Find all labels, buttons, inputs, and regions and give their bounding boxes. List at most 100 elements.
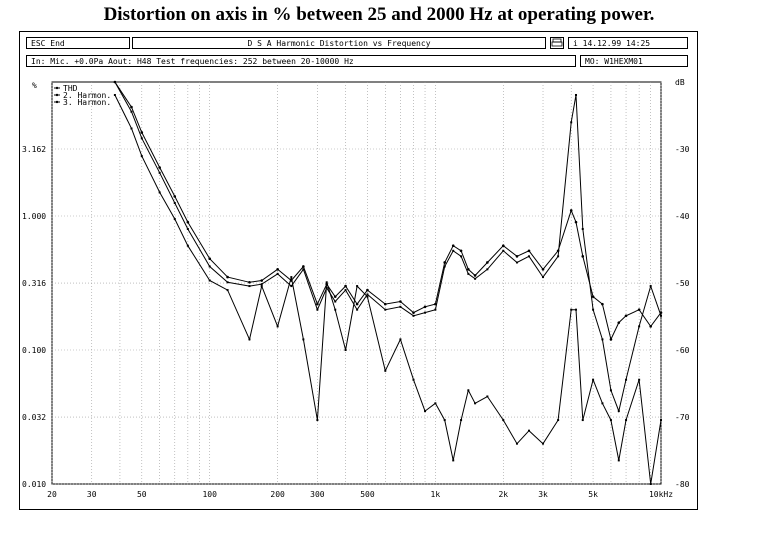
data-point	[474, 277, 477, 280]
data-point	[515, 442, 518, 445]
data-point	[399, 300, 402, 303]
data-point	[592, 378, 595, 381]
data-point	[486, 261, 489, 264]
data-point	[574, 220, 578, 224]
x-tick-label: 100	[202, 490, 217, 499]
series-2	[113, 81, 662, 413]
series-1	[113, 80, 663, 341]
data-point	[474, 402, 477, 405]
data-point	[399, 305, 402, 308]
settings-bar: In: Mic. +0.0Pa Aout: H48 Test frequenci…	[26, 55, 576, 67]
data-point	[302, 268, 305, 271]
data-point	[660, 419, 662, 422]
data-point	[434, 308, 437, 311]
data-point	[527, 255, 530, 258]
data-point	[316, 419, 319, 422]
data-point	[581, 419, 584, 422]
data-point	[424, 410, 427, 413]
data-point	[434, 402, 437, 405]
info-icon[interactable]: i	[573, 39, 578, 48]
esc-end-button[interactable]: ESC End	[26, 37, 130, 49]
data-point	[443, 261, 446, 264]
data-point	[541, 268, 545, 271]
series-line	[114, 94, 662, 485]
data-point	[467, 272, 470, 275]
data-point	[581, 255, 585, 258]
data-point	[460, 255, 463, 258]
legend-marker	[55, 86, 59, 90]
data-point	[574, 308, 577, 311]
data-point	[260, 285, 263, 288]
data-point	[113, 93, 116, 96]
data-point	[501, 244, 505, 248]
y-tick-label: 1.000	[22, 212, 46, 221]
data-point	[574, 93, 577, 96]
data-point	[399, 338, 402, 341]
data-point	[140, 131, 144, 134]
data-point	[649, 325, 652, 328]
data-point	[356, 285, 359, 288]
data-point	[451, 244, 455, 248]
data-point	[423, 305, 427, 309]
x-tick-label: 300	[310, 490, 325, 499]
data-point	[601, 302, 604, 306]
chart-caption: Distortion on axis in % between 25 and 2…	[103, 4, 655, 25]
data-point	[452, 459, 455, 462]
data-point	[226, 289, 229, 292]
data-point	[226, 281, 229, 284]
y2-tick-label: -40	[675, 212, 690, 221]
data-point	[486, 395, 489, 398]
data-point	[158, 171, 161, 174]
data-point	[581, 227, 584, 230]
data-point	[130, 110, 133, 113]
y-tick-label: 3.162	[22, 145, 46, 154]
data-point	[570, 121, 573, 124]
data-point	[173, 217, 176, 220]
data-point	[356, 308, 359, 311]
data-point	[344, 284, 347, 288]
y2-tick-label: -50	[675, 279, 690, 288]
y-tick-label: 0.010	[22, 480, 46, 489]
model-field: MO: W1HEXM01	[580, 55, 688, 67]
data-point	[443, 265, 446, 268]
series-3	[113, 93, 662, 485]
legend-marker	[55, 93, 59, 97]
datetime-field: i 14.12.99 14:25	[568, 37, 688, 49]
x-tick-label: 5k	[588, 490, 598, 499]
data-point	[290, 276, 293, 279]
data-point	[452, 249, 455, 252]
data-point	[130, 127, 133, 130]
data-point	[601, 338, 604, 341]
data-point	[617, 321, 621, 324]
data-point	[186, 220, 190, 224]
data-point	[208, 257, 212, 261]
y-tick-label: 0.316	[22, 279, 46, 288]
data-point	[173, 202, 176, 205]
data-point	[617, 459, 620, 462]
data-point	[412, 311, 415, 314]
y2-tick-label: -80	[675, 480, 690, 489]
data-point	[638, 325, 641, 328]
y2-tick-label: -60	[675, 346, 690, 355]
data-point	[140, 137, 143, 140]
legend-entry: 2. Harmon.	[63, 91, 111, 100]
data-point	[276, 272, 279, 275]
data-point	[424, 311, 427, 314]
window-title: D S A Harmonic Distortion vs Frequency	[132, 37, 546, 49]
series-line	[114, 81, 662, 341]
y-axis-label: %	[32, 81, 37, 90]
datetime-label: 14.12.99 14:25	[582, 39, 651, 48]
series-line	[114, 81, 662, 413]
y-tick-label: 0.100	[22, 346, 46, 355]
data-point	[325, 281, 328, 284]
data-point	[208, 265, 211, 268]
x-tick-label: 30	[87, 490, 97, 499]
data-point	[384, 308, 387, 311]
data-point	[260, 279, 264, 282]
data-point	[276, 325, 279, 328]
legend-entry: THD	[63, 84, 78, 93]
data-point	[260, 283, 263, 286]
printer-icon[interactable]	[550, 37, 564, 49]
data-point	[384, 369, 387, 372]
